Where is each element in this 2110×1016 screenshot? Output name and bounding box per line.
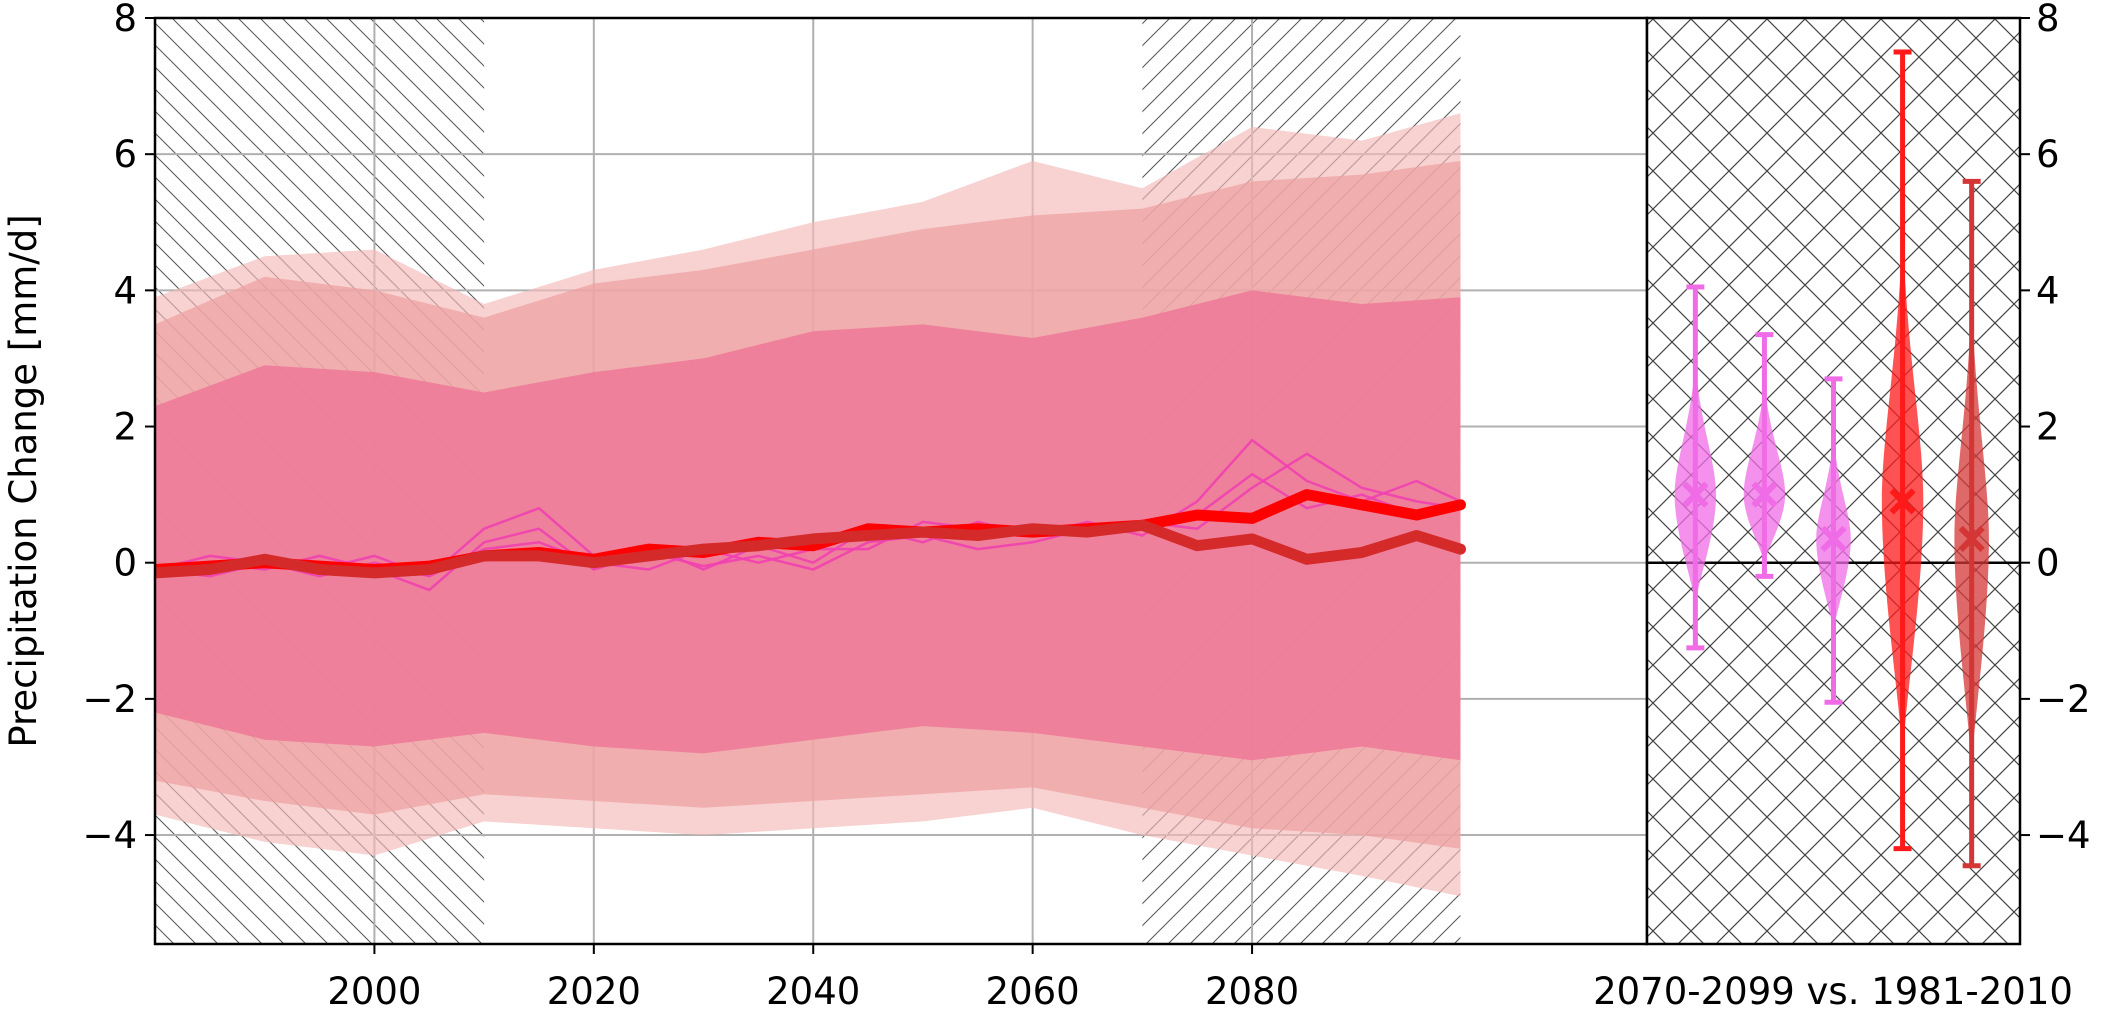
right-y-tick-label: 8: [2036, 0, 2060, 40]
y-axis-title: Precipitation Change [mm/d]: [2, 214, 45, 747]
timeseries-panel: 2000 2020 2040 2060 2080 −4 −2 0 2 4 6 8: [82, 0, 1649, 1013]
median-stroke: [1751, 481, 1778, 508]
y-tick-label: 4: [113, 269, 137, 312]
right-y-tick-label: 2: [2036, 406, 2060, 449]
series-line-1: [155, 438, 1462, 578]
median-stroke: [1682, 481, 1709, 508]
y-tick-label: −2: [82, 678, 137, 721]
x-tick-label: 2000: [327, 970, 421, 1013]
violin-median-marker-1: [1682, 481, 1709, 508]
x-tick-label: 2080: [1205, 970, 1299, 1013]
violin-median-marker-3: [1820, 525, 1847, 552]
x-tick-label: 2020: [547, 970, 641, 1013]
right-y-tick-label: −2: [2036, 678, 2091, 721]
violin-x-axis-label: 2070-2099 vs. 1981-2010: [1593, 970, 2073, 1013]
x-tick-label: 2040: [766, 970, 860, 1013]
timeseries-clip-group: [155, 18, 1647, 944]
right-y-tick-label: −4: [2036, 814, 2091, 857]
y-tick-label: 2: [113, 406, 137, 449]
median-stroke: [1958, 525, 1985, 552]
y-tick-label: 0: [113, 542, 137, 585]
violin-clip-group: [1647, 18, 2020, 944]
right-y-tick-label: 6: [2036, 133, 2060, 176]
y-tick-label: 8: [113, 0, 137, 40]
right-y-tick-label: 0: [2036, 542, 2060, 585]
violin-panel: −4 −2 0 2 4 6 8: [1645, 0, 2091, 946]
violin-median-marker-5: [1958, 525, 1985, 552]
violin-median-marker-4: [1889, 488, 1916, 515]
series-line-5: [155, 519, 1466, 579]
y-tick-label: 6: [113, 133, 137, 176]
violin-median-marker-2: [1751, 481, 1778, 508]
right-y-tick-label: 4: [2036, 269, 2060, 312]
right-frame: [1645, 16, 2022, 946]
median-stroke: [1889, 488, 1916, 515]
x-tick-label: 2060: [986, 970, 1080, 1013]
band-3: [155, 290, 1461, 761]
median-stroke: [1820, 525, 1847, 552]
y-tick-label: −4: [82, 814, 137, 857]
